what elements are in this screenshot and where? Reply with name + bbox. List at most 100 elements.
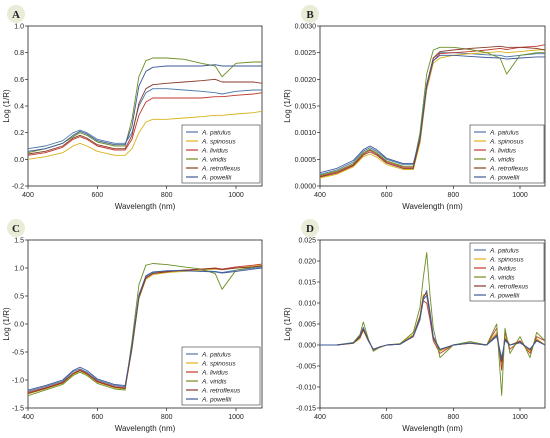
panel-badge xyxy=(7,219,25,237)
y-tick-label: -0.2 xyxy=(12,184,24,191)
y-tick-label: -1.5 xyxy=(12,406,24,413)
legend-label: A. powellii xyxy=(201,174,232,181)
x-tick-label: 400 xyxy=(22,414,34,421)
legend-label: A. powellii xyxy=(489,292,520,299)
y-tick-label: 0.8 xyxy=(14,50,24,57)
series-line-apowellii xyxy=(28,267,262,391)
panel-badge xyxy=(301,219,319,237)
x-axis-title: Wavelength (nm) xyxy=(402,202,463,211)
x-tick-label: 600 xyxy=(381,192,393,199)
series-line-aretroflexus xyxy=(28,78,262,155)
legend-label: A. spinosus xyxy=(489,256,524,263)
y-tick-label: 0.015 xyxy=(298,280,316,287)
legend-label: A. patulus xyxy=(489,247,520,254)
y-axis-title: Log (1/R) xyxy=(283,89,292,123)
legend-label: A. retroflexus xyxy=(489,283,529,290)
panel-label: A xyxy=(12,9,20,21)
y-tick-label: 0.0005 xyxy=(295,157,317,164)
series-group xyxy=(28,263,262,397)
series-line-aspinosus xyxy=(28,110,262,160)
legend-label: A. spinosus xyxy=(201,360,236,367)
legend-label: A. viridis xyxy=(201,156,227,163)
y-tick-label: 0.2 xyxy=(14,130,24,137)
y-tick-label: 0.0010 xyxy=(295,130,317,137)
legend-label: A. retroflexus xyxy=(489,165,529,172)
x-axis-title: Wavelength (nm) xyxy=(115,202,176,211)
legend-label: A. powellii xyxy=(489,174,520,181)
y-axis-title: Log (1/R) xyxy=(2,307,11,341)
panel-badge xyxy=(7,5,25,23)
legend-box xyxy=(181,346,261,406)
series-line-apowellii xyxy=(28,64,262,152)
legend-label: A. powellii xyxy=(201,396,232,403)
series-line-apowellii xyxy=(320,54,545,174)
legend-label: A. lividus xyxy=(489,265,517,272)
y-tick-label: 0.0000 xyxy=(295,184,317,191)
legend-label: A. retroflexus xyxy=(201,165,241,172)
y-tick-label: 0.020 xyxy=(298,259,316,266)
panel-label: D xyxy=(306,223,314,235)
y-tick-label: 0.0015 xyxy=(295,104,317,111)
legend-label: A. patulus xyxy=(489,129,520,136)
legend-label: A. spinosus xyxy=(489,138,524,145)
series-line-aviridis xyxy=(320,46,545,176)
x-tick-label: 400 xyxy=(22,192,34,199)
y-tick-label: 0.0025 xyxy=(295,50,317,57)
panel-d: D 400 600 800 1000 -0.015 -0.010 -0.005 0.000 0.0… xyxy=(283,219,546,433)
x-tick-label: 400 xyxy=(314,414,326,421)
legend-label: A. patulus xyxy=(201,129,232,136)
x-tick-label: 600 xyxy=(381,414,393,421)
y-tick-label: 0.0 xyxy=(14,157,24,164)
legend: A. patulus A. spinosus A. lividus A. viridi… xyxy=(181,124,261,184)
y-tick-label: -1.0 xyxy=(12,378,24,385)
y-tick-label: -0.015 xyxy=(296,406,316,413)
y-tick-label: 0.010 xyxy=(298,301,316,308)
y-tick-label: 1.0 xyxy=(14,24,24,31)
panel-b: B 400 600 800 1000 0.0000 0.0005 0.0010 0.0015 0.… xyxy=(283,5,546,211)
y-tick-label: 1.5 xyxy=(14,238,24,245)
panel-label: C xyxy=(12,223,20,235)
panel-badge xyxy=(301,5,319,23)
x-tick-label: 1000 xyxy=(512,414,528,421)
y-tick-label: 0.5 xyxy=(14,294,24,301)
legend-label: A. viridis xyxy=(201,378,227,385)
y-axis-title: Log (1/R) xyxy=(2,89,11,123)
legend-box xyxy=(469,124,545,184)
y-tick-label: -0.005 xyxy=(296,364,316,371)
x-tick-label: 800 xyxy=(447,414,459,421)
y-tick-label: 0.005 xyxy=(298,322,316,329)
series-group xyxy=(320,252,545,396)
legend: A. patulus A. spinosus A. lividus A. viridi… xyxy=(469,124,545,184)
x-tick-label: 1000 xyxy=(228,414,244,421)
legend: A. patulus A. spinosus A. lividus A. viridi… xyxy=(469,242,545,302)
y-axis-title: Log (1/R) xyxy=(283,307,292,341)
y-tick-label: -0.010 xyxy=(296,385,316,392)
y-tick-label: 0.0030 xyxy=(295,24,317,31)
x-tick-label: 800 xyxy=(161,414,173,421)
x-tick-label: 1000 xyxy=(228,192,244,199)
panel-a: A 400 600 800 1000 -0.2 0.0 0.2 0.4 0.6 0.8 1.0 Wave… xyxy=(2,5,263,211)
legend-label: A. viridis xyxy=(489,274,515,281)
y-tick-label: -0.5 xyxy=(12,350,24,357)
series-line-apowellii xyxy=(320,294,545,361)
legend-label: A. lividus xyxy=(201,369,229,376)
y-tick-label: 0.025 xyxy=(298,238,316,245)
x-tick-label: 800 xyxy=(447,192,459,199)
legend-label: A. spinosus xyxy=(201,138,236,145)
series-group xyxy=(28,57,262,160)
y-tick-label: 0.0020 xyxy=(295,77,317,84)
panel-label: B xyxy=(306,9,314,21)
x-tick-label: 600 xyxy=(91,192,103,199)
legend-label: A. patulus xyxy=(201,351,232,358)
x-axis-title: Wavelength (nm) xyxy=(402,424,463,433)
series-line-alividus xyxy=(28,92,262,156)
series-line-apatulus xyxy=(28,88,262,150)
panel-c: C 400 600 800 1000 -1.5 -1.0 -0.5 0.0 0.5 1.0 1.5 Wa… xyxy=(2,219,263,433)
y-tick-label: 0.000 xyxy=(298,343,316,350)
x-tick-label: 600 xyxy=(91,414,103,421)
x-axis-title: Wavelength (nm) xyxy=(115,424,176,433)
legend-label: A. viridis xyxy=(489,156,515,163)
y-tick-label: 0.0 xyxy=(14,322,24,329)
